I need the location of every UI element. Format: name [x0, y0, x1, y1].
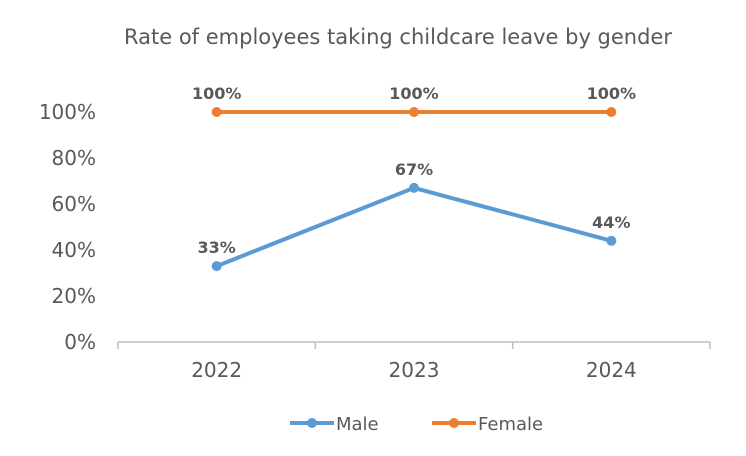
data-point-female — [409, 107, 419, 117]
legend-marker-female — [449, 418, 459, 428]
data-point-male — [211, 261, 222, 272]
y-tick-label: 20% — [52, 284, 96, 308]
data-label-female: 100% — [587, 84, 636, 103]
y-tick-label: 60% — [52, 192, 96, 216]
legend-label-female: Female — [478, 414, 543, 435]
x-tick-label: 2024 — [586, 358, 637, 382]
data-label-female: 100% — [389, 84, 438, 103]
y-tick-label: 100% — [39, 100, 96, 124]
series-line-male — [214, 185, 614, 269]
y-tick-label: 40% — [52, 238, 96, 262]
legend-marker-male — [307, 418, 317, 428]
x-tick-label: 2022 — [191, 358, 242, 382]
legend: Male Female — [290, 414, 543, 435]
x-tick-label: 2023 — [389, 358, 440, 382]
data-point-male — [409, 182, 419, 193]
legend-label-male: Male — [336, 414, 379, 435]
data-label-male: 44% — [592, 213, 630, 232]
data-label-male: 67% — [395, 160, 433, 179]
chart-title: Rate of employees taking childcare leave… — [124, 25, 672, 49]
data-point-female — [211, 107, 222, 117]
data-point-female — [606, 107, 617, 117]
data-point-male — [606, 235, 617, 246]
data-label-female: 100% — [192, 84, 241, 103]
y-tick-label: 0% — [64, 330, 96, 354]
plot-area: 0% 20% 40% 60% 80% 100% 2022 2023 2024 33% 67% 44% 1… — [39, 84, 711, 382]
y-tick-label: 80% — [52, 146, 96, 170]
data-label-male: 33% — [198, 238, 236, 257]
